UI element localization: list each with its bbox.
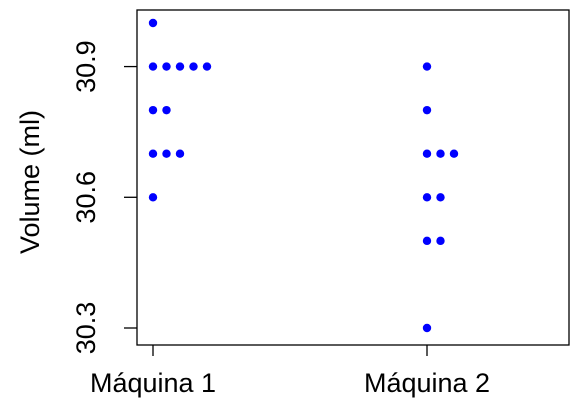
data-point xyxy=(148,149,158,158)
y-axis-label: Volume (ml) xyxy=(15,110,45,254)
data-point xyxy=(422,323,432,333)
x-axis: Máquina 1 Máquina 2 xyxy=(90,345,490,398)
data-point xyxy=(422,193,432,202)
data-point xyxy=(422,149,432,158)
data-point xyxy=(175,62,185,71)
data-point xyxy=(148,18,158,28)
data-point xyxy=(202,62,212,71)
plot-frame xyxy=(136,9,570,346)
data-point xyxy=(449,149,459,158)
data-point xyxy=(162,149,171,158)
y-tick-label: 30.9 xyxy=(71,40,101,93)
data-point xyxy=(422,236,432,246)
data-point xyxy=(162,62,171,71)
data-point xyxy=(148,105,158,115)
data-point xyxy=(148,62,158,71)
data-point xyxy=(422,105,432,115)
data-point xyxy=(436,193,445,202)
data-point xyxy=(422,62,432,71)
data-point xyxy=(436,236,445,246)
data-point xyxy=(162,105,171,115)
data-points xyxy=(148,18,459,333)
x-tick-label: Máquina 1 xyxy=(90,368,216,398)
data-point xyxy=(189,62,198,71)
y-tick-label: 30.6 xyxy=(71,171,101,224)
data-point xyxy=(148,193,158,202)
x-tick-label: Máquina 2 xyxy=(364,368,490,398)
data-point xyxy=(436,149,445,158)
data-point xyxy=(175,149,185,158)
y-axis: 30.3 30.6 30.9 xyxy=(71,40,137,354)
y-tick-label: 30.3 xyxy=(71,302,101,355)
